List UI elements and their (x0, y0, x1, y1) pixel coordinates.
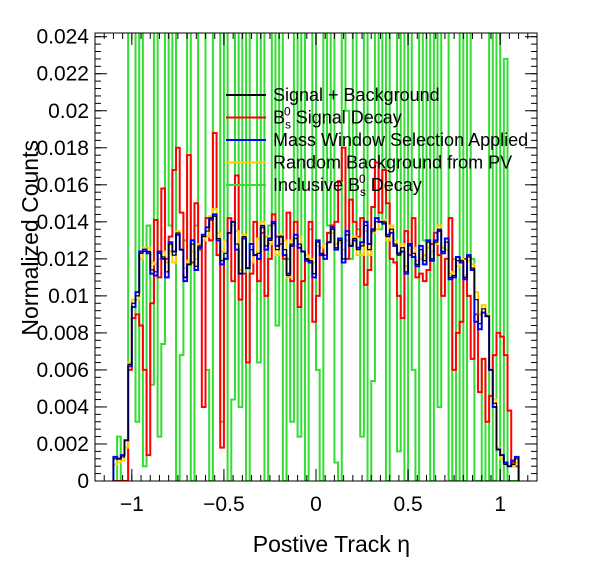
legend-label: Signal + Background (273, 85, 440, 105)
y-tick-label: 0.022 (36, 63, 89, 86)
y-tick-label: 0.012 (36, 248, 89, 271)
x-tick-label: 1 (494, 493, 506, 516)
y-tick-label: 0.016 (36, 174, 89, 197)
y-tick-label: 0 (77, 470, 89, 493)
y-tick-label: 0.008 (36, 322, 89, 345)
x-axis-title: Postive Track η (253, 531, 410, 557)
y-tick-label: 0.004 (36, 396, 89, 419)
y-tick-label: 0.018 (36, 137, 89, 160)
y-tick-label: 0.01 (48, 285, 89, 308)
y-tick-label: 0.02 (48, 100, 89, 123)
series-line-4 (113, 33, 519, 481)
y-axis-title: Normalized Counts (17, 140, 43, 336)
x-tick-label: 0 (310, 493, 322, 516)
legend-label: Random Background from PV (273, 153, 512, 173)
y-tick-label: 0.002 (36, 433, 89, 456)
x-tick-label: −0.5 (203, 493, 244, 516)
y-tick-label: 0.006 (36, 359, 89, 382)
ticks-layer: 0 0.002 0.004 0.006 0.008 0.01 0.012 0.014 0.016… (36, 26, 537, 516)
legend-label: Mass Window Selection Applied (273, 130, 528, 150)
series-layer (112, 33, 520, 481)
legend-label: Bs0 Signal Decay (273, 105, 402, 132)
y-tick-label: 0.024 (36, 26, 89, 49)
series-line-1 (113, 131, 520, 481)
y-tick-label: 0.014 (36, 211, 89, 234)
x-tick-label: −1 (120, 493, 144, 516)
x-tick-label: 0.5 (393, 493, 422, 516)
legend-label: Inclusive Bs0 Decay (273, 172, 422, 199)
series-line-0 (112, 215, 520, 481)
